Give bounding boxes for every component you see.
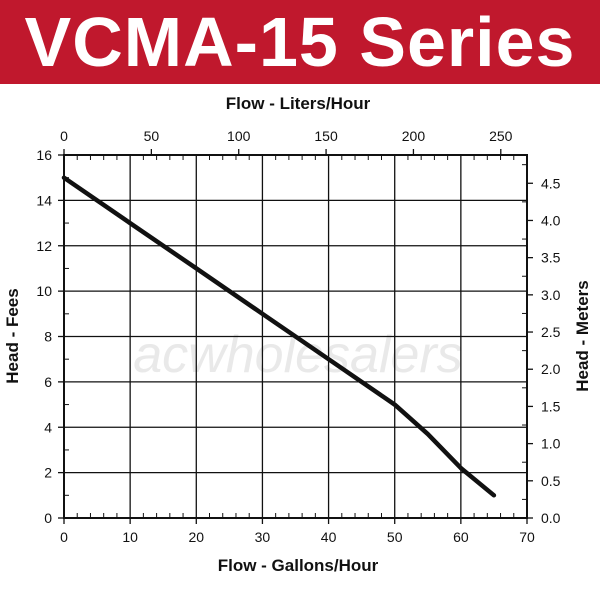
x-top-tick-label: 50 (144, 128, 160, 144)
x-top-tick-label: 200 (402, 128, 426, 144)
y-left-tick-label: 2 (44, 465, 52, 481)
title-banner: VCMA-15 Series (0, 0, 600, 84)
grid (64, 155, 527, 518)
tick-labels: 0 10 20 30 40 50 60 70 0 50 100 150 200 250 0 2 4 6 8 10 12 1… (36, 128, 560, 545)
x-bottom-tick-label: 60 (453, 529, 469, 545)
y-right-tick-label: 2.5 (541, 324, 561, 340)
x-top-tick-label: 100 (227, 128, 251, 144)
x-bottom-tick-label: 50 (387, 529, 403, 545)
y-right-tick-label: 3.0 (541, 287, 561, 303)
x-bottom-tick-label: 10 (122, 529, 138, 545)
tick-marks (58, 149, 533, 524)
y-axis-title-right: Head - Meters (573, 280, 592, 391)
x-top-tick-label: 250 (489, 128, 513, 144)
y-left-tick-label: 6 (44, 374, 52, 390)
watermark: acwholesalers (133, 326, 463, 384)
x-top-tick-label: 0 (60, 128, 68, 144)
series (61, 175, 497, 498)
y-right-tick-label: 0.5 (541, 473, 561, 489)
x-axis-title-top: Flow - Liters/Hour (226, 94, 371, 113)
pump-curve-line (61, 175, 497, 498)
x-bottom-tick-label: 40 (321, 529, 337, 545)
y-right-tick-label: 1.5 (541, 398, 561, 414)
y-left-tick-label: 10 (36, 283, 52, 299)
y-right-tick-label: 2.0 (541, 361, 561, 377)
y-right-tick-label: 0.0 (541, 510, 561, 526)
y-right-tick-label: 3.5 (541, 250, 561, 266)
y-left-tick-label: 16 (36, 147, 52, 163)
y-axis-title-left: Head - Fees (3, 288, 22, 383)
y-left-tick-label: 4 (44, 419, 52, 435)
x-bottom-tick-label: 0 (60, 529, 68, 545)
x-top-tick-label: 150 (314, 128, 338, 144)
x-axis-title-bottom: Flow - Gallons/Hour (218, 556, 379, 575)
y-left-tick-label: 0 (44, 510, 52, 526)
x-bottom-tick-label: 20 (188, 529, 204, 545)
watermark-text: acwholesalers (133, 326, 463, 384)
y-right-tick-label: 4.5 (541, 175, 561, 191)
y-left-tick-label: 12 (36, 238, 52, 254)
x-bottom-tick-label: 70 (519, 529, 535, 545)
y-left-tick-label: 14 (36, 192, 52, 208)
y-right-tick-label: 4.0 (541, 212, 561, 228)
y-right-tick-label: 1.0 (541, 436, 561, 452)
x-bottom-tick-label: 30 (255, 529, 271, 545)
y-left-tick-label: 8 (44, 329, 52, 345)
chart-title: VCMA-15 Series (24, 3, 576, 81)
